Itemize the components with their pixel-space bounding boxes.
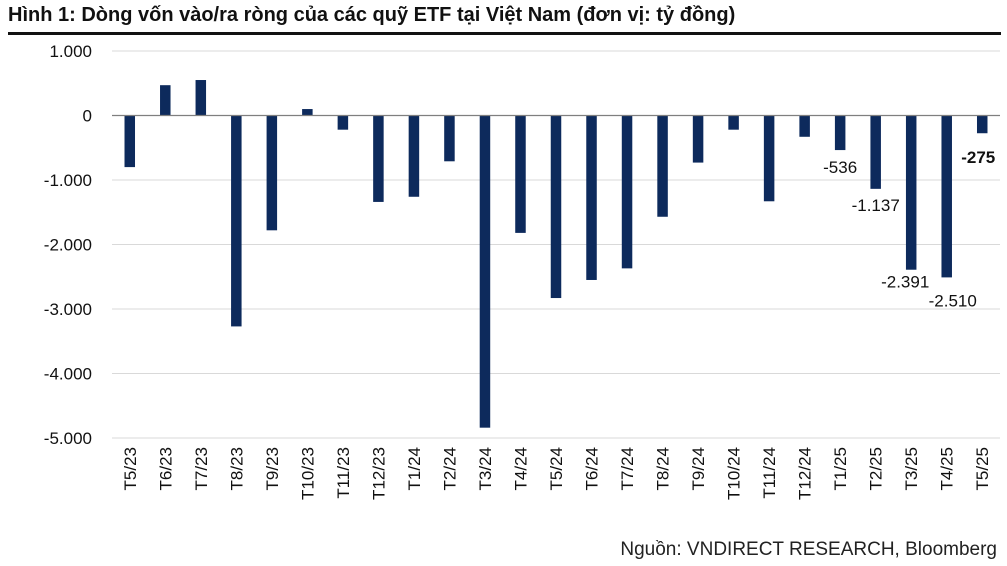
title-rule	[8, 32, 1001, 35]
bar-T11-23	[337, 115, 349, 130]
bar-T8-24	[657, 115, 668, 217]
x-tick-label: T12/24	[796, 447, 815, 500]
x-tick-label: T8/23	[227, 447, 246, 490]
y-tick-label: -5.000	[44, 429, 92, 448]
bar-T6-24	[586, 115, 597, 280]
bar-T11-24	[763, 115, 775, 202]
bar-T1-24	[408, 115, 420, 197]
x-tick-label: T11/23	[334, 447, 353, 499]
bar-T12-24	[799, 115, 810, 137]
y-tick-label: 1.000	[49, 42, 92, 61]
x-tick-label: T4/25	[938, 447, 957, 490]
x-tick-label: T9/23	[263, 447, 282, 490]
bar-T6-23	[160, 85, 171, 116]
x-tick-label: T1/25	[831, 447, 850, 490]
x-tick-label: T12/23	[369, 447, 388, 500]
x-tick-label: T7/23	[192, 447, 211, 490]
x-tick-label: T1/24	[405, 447, 424, 490]
x-tick-label: T4/24	[511, 447, 530, 490]
y-tick-label: -4.000	[44, 365, 92, 384]
bar-T2-25	[870, 115, 881, 189]
bar-T10-24	[728, 115, 739, 130]
x-tick-label: T6/24	[583, 447, 602, 490]
data-label-T4-25: -2.510	[929, 291, 977, 310]
y-tick-label: -3.000	[44, 300, 92, 319]
data-label-T2-25: -1.137	[852, 196, 900, 215]
bar-T1-25	[834, 115, 846, 151]
bar-T5-24	[550, 115, 562, 299]
bar-T5-25	[976, 115, 988, 134]
data-label-T5-25: -275	[961, 148, 995, 167]
bars	[124, 80, 988, 428]
source-note: Nguồn: VNDIRECT RESEARCH, Bloomberg	[620, 539, 997, 560]
data-labels: -536 -1.137 -2.391-2.510 -275	[823, 148, 995, 310]
bar-T4-25	[941, 115, 952, 278]
x-tick-label: T11/24	[760, 447, 779, 499]
bar-T9-23	[266, 115, 278, 231]
data-label-T1-25: -536	[823, 158, 857, 177]
x-tick-label: T7/24	[618, 447, 637, 490]
x-axis-ticks: T5/23 T6/23 T7/23 T8/23 T9/23 T10/23 T11/23 T12…	[121, 447, 992, 500]
x-tick-label: T3/25	[902, 447, 921, 490]
x-tick-label: T2/25	[867, 447, 886, 490]
y-axis-ticks: 1.000 0 -1.000 -2.000 -3.000 -4.000 -5.000	[44, 42, 92, 448]
y-tick-label: 0	[83, 107, 92, 126]
x-tick-label: T10/24	[725, 447, 744, 500]
bar-T10-23	[302, 109, 313, 116]
bar-T3-24	[479, 115, 491, 428]
bar-T3-25	[905, 115, 917, 270]
x-tick-label: T9/24	[689, 447, 708, 490]
x-tick-label: T8/24	[654, 447, 673, 490]
bar-T9-24	[692, 115, 704, 163]
x-tick-label: T5/23	[121, 447, 140, 490]
chart-title: Hình 1: Dòng vốn vào/ra ròng của các quỹ…	[8, 4, 736, 26]
x-tick-label: T10/23	[298, 447, 317, 500]
bar-T8-23	[231, 115, 242, 327]
x-tick-label: T3/24	[476, 447, 495, 490]
bar-T7-23	[195, 80, 207, 116]
bar-T2-24	[444, 115, 455, 162]
x-tick-label: T5/25	[973, 447, 992, 490]
x-tick-label: T2/24	[440, 447, 459, 490]
y-tick-label: -1.000	[44, 171, 92, 190]
y-tick-label: -2.000	[44, 236, 92, 255]
data-label-T3-25: -2.391	[881, 273, 929, 292]
bar-T4-24	[515, 115, 526, 233]
bar-T7-24	[621, 115, 633, 269]
x-tick-label: T6/23	[156, 447, 175, 490]
x-tick-label: T5/24	[547, 447, 566, 490]
bar-T12-23	[373, 115, 384, 202]
bar-T5-23	[124, 115, 136, 168]
